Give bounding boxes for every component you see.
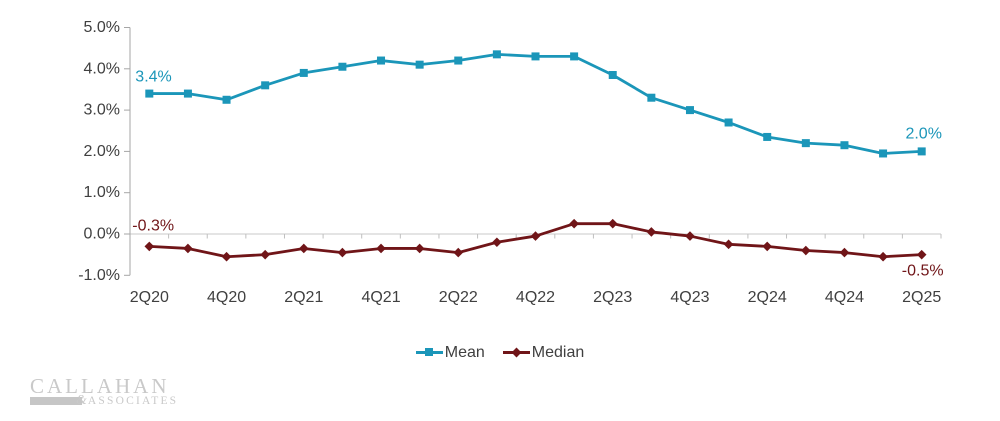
logo-subtitle-row: & ASSOCIATES [30,393,179,408]
x-axis-label: 4Q22 [516,289,555,306]
mean-point-marker [608,70,617,79]
median-point-marker [878,251,888,262]
y-axis-label: 1.0% [84,184,120,201]
mean-point-marker [183,89,192,98]
mean-point-marker [801,139,810,148]
mean-point-marker [222,95,231,104]
mean-point-marker [377,56,386,65]
median-point-marker [801,245,811,256]
x-axis-label: 2Q20 [130,289,169,306]
legend-item-mean: Mean [415,343,485,361]
y-axis-label: -1.0% [78,267,120,284]
chart-legend: Mean Median [0,341,1000,363]
mean-point-marker [647,93,656,102]
mean-point-marker [763,132,772,141]
callahan-logo: CALLAHAN & ASSOCIATES [30,374,179,408]
median-point-marker [607,218,618,229]
median-point-marker [839,247,850,258]
mean-point-marker [145,89,154,98]
logo-subtitle: ASSOCIATES [87,395,179,407]
median-end-data-label: -0.5% [902,263,944,280]
y-axis-label: 5.0% [84,19,120,36]
median-diamond-marker-icon [511,347,522,357]
legend-label-median: Median [531,343,585,361]
median-start-data-label: -0.3% [132,217,174,234]
x-axis-label: 2Q25 [902,289,941,306]
median-point-marker [260,249,270,260]
y-axis-label: 2.0% [84,143,120,160]
mean-point-marker [879,149,888,158]
median-point-marker [646,227,657,237]
median-point-marker [183,243,193,254]
y-axis-label: 3.0% [84,102,120,119]
logo-ampersand: & [76,393,87,408]
mean-end-data-label: 2.0% [905,125,941,142]
median-point-marker [144,241,155,252]
median-point-marker [916,249,927,260]
x-axis-label: 4Q21 [361,289,400,306]
mean-point-marker [570,52,579,61]
logo-bar [30,397,82,405]
x-axis-label: 4Q20 [207,289,246,306]
mean-point-marker [338,62,347,71]
median-point-marker [685,231,695,241]
mean-point-marker [261,81,270,90]
mean-point-marker [454,56,463,65]
mean-square-marker-icon [424,348,433,356]
x-axis-label: 2Q23 [593,289,632,306]
mean-point-marker [917,147,926,156]
median-point-marker [414,243,425,254]
mean-point-marker [492,50,501,59]
mean-start-data-label: 3.4% [135,69,171,86]
median-point-marker [298,243,309,254]
median-legend-marker-icon [502,344,530,361]
x-axis-label: 4Q23 [670,289,709,306]
mean-point-marker [299,68,308,77]
x-axis-label: 2Q24 [748,289,787,306]
x-axis-label: 2Q21 [284,289,323,306]
mean-line [149,52,922,155]
logo-wordmark: CALLAHAN [30,374,170,398]
median-point-marker [221,251,232,262]
mean-point-marker [840,141,849,150]
median-point-marker [762,241,773,252]
median-point-marker [723,239,734,250]
y-axis-label: 4.0% [84,60,120,77]
median-point-marker [337,247,348,258]
y-axis-label: 0.0% [84,226,120,243]
mean-legend-marker-icon [415,344,443,361]
mean-point-marker [724,118,733,127]
median-point-marker [376,243,386,254]
median-point-marker [569,218,579,229]
x-axis-label: 2Q22 [439,289,478,306]
mean-point-marker [531,52,540,61]
mean-point-marker [685,106,694,115]
legend-label-mean: Mean [444,343,485,361]
legend-item-median: Median [502,343,585,361]
median-point-marker [492,237,502,248]
mean-point-marker [415,60,424,69]
x-axis-label: 4Q24 [825,289,864,306]
median-point-marker [453,247,464,258]
median-point-marker [530,231,541,241]
